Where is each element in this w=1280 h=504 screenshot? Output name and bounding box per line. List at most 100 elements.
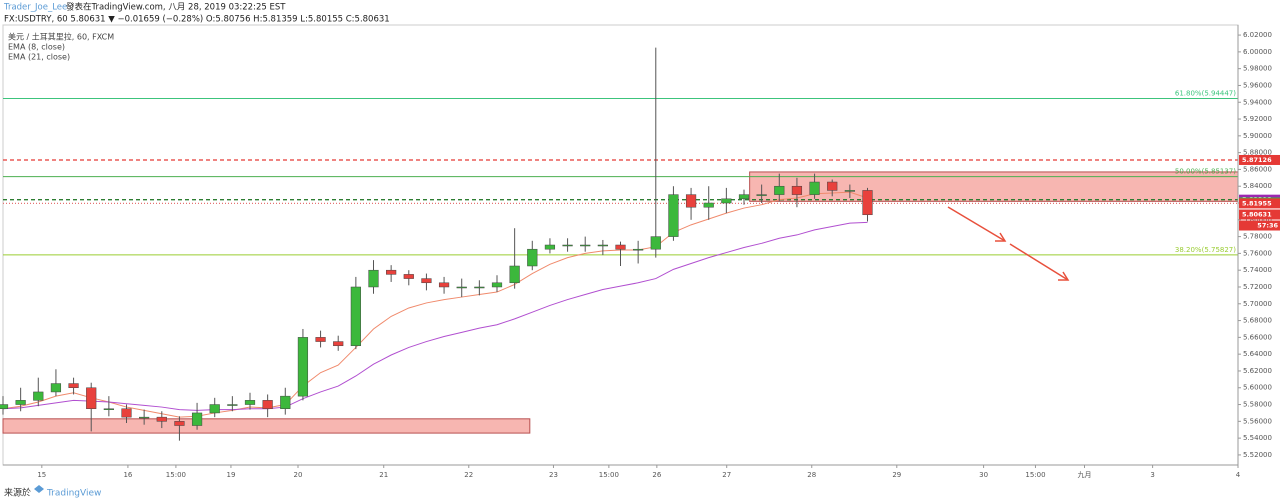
price-tag-label: 5.80631 xyxy=(1242,211,1272,219)
candle-body xyxy=(527,248,538,267)
candle-body xyxy=(315,337,326,342)
candle-body xyxy=(244,400,256,405)
price-tag-label: 5.87126 xyxy=(1242,156,1272,164)
y-tick-label: 5.74000 xyxy=(1243,266,1272,274)
x-tick-label: 3 xyxy=(1150,471,1154,479)
y-tick-label: 5.56000 xyxy=(1243,417,1272,425)
published: 發表在TradingView.com, 八月 28, 2019 03:22:25… xyxy=(66,2,286,13)
candle-body xyxy=(350,286,361,347)
y-tick-label: 5.78000 xyxy=(1243,233,1272,241)
y-tick-label: 5.94000 xyxy=(1243,98,1272,106)
x-tick-label: 16 xyxy=(123,471,132,479)
ema-line xyxy=(2,191,868,418)
y-tick-label: 5.54000 xyxy=(1243,434,1272,442)
candle-body xyxy=(33,391,44,401)
y-tick-label: 6.00000 xyxy=(1243,48,1272,56)
candle-body xyxy=(139,416,150,419)
candle-body xyxy=(668,194,679,237)
x-tick-label: 九月 xyxy=(1078,470,1092,479)
y-tick-label: 5.52000 xyxy=(1243,451,1272,459)
y-tick-label: 5.64000 xyxy=(1243,350,1272,358)
candle-body xyxy=(809,181,820,195)
candle-body xyxy=(0,404,9,409)
fib-label: 50.00%(5.85137) xyxy=(1175,168,1236,176)
candle-body xyxy=(438,282,450,288)
y-tick-label: 5.98000 xyxy=(1243,65,1272,73)
footer-source: 来源於 xyxy=(4,487,31,499)
price-tag xyxy=(1239,209,1280,220)
candle-body xyxy=(209,404,220,414)
footer-brand[interactable]: TradingView xyxy=(46,489,101,499)
candle-body xyxy=(103,408,114,410)
x-tick-label: 30 xyxy=(979,471,988,479)
x-tick-label: 15:00 xyxy=(166,471,186,479)
candle-body xyxy=(650,236,661,250)
legend-entry: EMA (21, close) xyxy=(8,53,70,62)
y-tick-label: 5.68000 xyxy=(1243,317,1272,325)
candle-body xyxy=(280,395,291,409)
candle-body xyxy=(756,194,767,196)
fib-label: 61.80%(5.94447) xyxy=(1175,89,1236,97)
candle-body xyxy=(580,244,591,247)
candle-body xyxy=(227,404,238,406)
fib-label: 38.20%(5.75827) xyxy=(1175,246,1236,254)
candle-body xyxy=(491,282,503,288)
candle-body xyxy=(15,400,26,405)
legend-entry: EMA (8, close) xyxy=(8,43,65,52)
candle-body xyxy=(844,190,855,192)
plot: 61.80%(5.94447) 50.00%(5.85137) 38.20%(5.7… xyxy=(0,47,1239,441)
y-tick-label: 5.92000 xyxy=(1243,115,1272,123)
price-tag-label: 5.81955 xyxy=(1242,199,1272,207)
y-tick-label: 5.70000 xyxy=(1243,300,1272,308)
candle-body xyxy=(262,400,273,409)
y-tick-label: 5.66000 xyxy=(1243,333,1272,341)
price-tag xyxy=(1239,154,1280,165)
candle-body xyxy=(791,185,803,195)
candle-body xyxy=(474,286,485,289)
x-tick-label: 20 xyxy=(294,471,303,479)
candle-body xyxy=(68,383,79,388)
y-tick-label: 5.58000 xyxy=(1243,401,1272,409)
countdown: 57:36 xyxy=(1257,222,1278,230)
x-tick-label: 19 xyxy=(226,471,235,479)
y-tick-label: 5.80000 xyxy=(1243,216,1272,224)
x-tick-label: 28 xyxy=(807,471,816,479)
candle-body xyxy=(509,265,520,284)
candle-body xyxy=(562,244,573,247)
candle-body xyxy=(386,269,397,275)
x-tick-label: 15 xyxy=(37,471,46,479)
legend-title: 美元 / 土耳其里拉, 60, FXCM xyxy=(8,32,114,42)
candle-body xyxy=(703,202,714,208)
y-tick-label: 5.86000 xyxy=(1243,165,1272,173)
y-tick-label: 5.90000 xyxy=(1243,132,1272,140)
x-tick-label: 23 xyxy=(549,471,558,479)
candle-body xyxy=(403,274,414,279)
candle-body xyxy=(456,286,467,289)
y-tick-label: 5.62000 xyxy=(1243,367,1272,375)
candle-body xyxy=(86,387,97,409)
candle-body xyxy=(368,269,379,288)
candle-body xyxy=(738,194,750,200)
candle-body xyxy=(333,341,344,347)
candle-body xyxy=(174,421,185,426)
candle-body xyxy=(191,412,203,426)
y-tick-label: 6.02000 xyxy=(1243,31,1272,39)
y-tick-label: 5.76000 xyxy=(1243,249,1272,257)
price-tag xyxy=(1239,198,1280,209)
logo xyxy=(34,485,44,493)
author[interactable]: Trader_Joe_Lee xyxy=(3,3,67,13)
quote: FX:USDTRY, 60 5.80631 ▼ −0.01659 (−0.28%… xyxy=(4,15,390,25)
y-tick-label: 5.96000 xyxy=(1243,81,1272,89)
x-tick-label: 27 xyxy=(722,471,731,479)
candle-body xyxy=(297,337,309,397)
zone xyxy=(2,418,531,434)
x-tick-label: 21 xyxy=(379,471,388,479)
candle-body xyxy=(721,198,732,204)
candle-body xyxy=(633,248,644,251)
candle-body xyxy=(421,278,432,284)
x-tick-label: 26 xyxy=(652,471,661,479)
ema-line xyxy=(2,221,868,411)
candle-body xyxy=(685,194,697,208)
candle-body xyxy=(50,383,62,393)
